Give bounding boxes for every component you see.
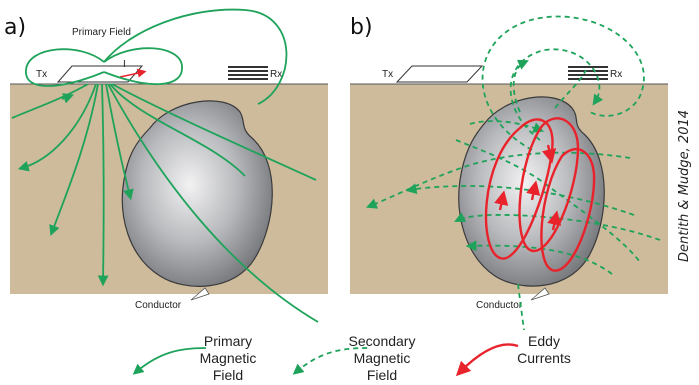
tx-label-a: Tx bbox=[36, 69, 47, 80]
legend-primary-line-3: Field bbox=[213, 367, 243, 383]
panel-b-label: b) bbox=[350, 15, 373, 40]
secondary-field-lines bbox=[365, 15, 661, 331]
legend-primary-swatch bbox=[132, 347, 207, 375]
legend-eddy: Eddy Currents bbox=[455, 333, 571, 377]
rx-label-a: Rx bbox=[270, 69, 282, 80]
primary-field-lines bbox=[11, 8, 319, 323]
legend-primary: Primary Magnetic Field bbox=[132, 333, 257, 383]
primary-field-label: Primary Field bbox=[72, 27, 131, 38]
legend-eddy-line-1: Eddy bbox=[528, 333, 560, 349]
legend-secondary-line-2: Magnetic bbox=[354, 350, 411, 366]
conductor-label-a: Conductor bbox=[135, 300, 182, 311]
legend-primary-line-1: Primary bbox=[204, 333, 252, 349]
legend-secondary-line-1: Secondary bbox=[349, 333, 416, 349]
conductor-body-a bbox=[121, 100, 273, 287]
conductor-label-b: Conductor bbox=[476, 300, 523, 311]
current-label-a: I bbox=[123, 59, 126, 70]
tx-loop-b bbox=[395, 65, 484, 83]
panel-a-label: a) bbox=[4, 15, 26, 40]
panel-a: a) Conductor Tx I Rx Primary Field bbox=[4, 8, 328, 323]
rx-label-b: Rx bbox=[610, 69, 622, 80]
tx-loop-a bbox=[56, 65, 144, 83]
legend-secondary-line-3: Field bbox=[367, 367, 397, 383]
rx-coil-b bbox=[568, 66, 608, 80]
rx-coil-a bbox=[228, 66, 268, 80]
credit-label: Dentith & Mudge, 2014 bbox=[677, 110, 692, 262]
legend-secondary-swatch bbox=[292, 347, 369, 375]
legend-primary-line-2: Magnetic bbox=[200, 350, 257, 366]
conductor-pointer-b bbox=[530, 287, 550, 301]
legend: Primary Magnetic Field Secondary Magneti… bbox=[132, 333, 571, 383]
panel-b: b) Conductor Tx Rx bbox=[350, 15, 668, 331]
current-arrow-a bbox=[119, 68, 147, 78]
legend-secondary: Secondary Magnetic Field bbox=[292, 333, 416, 383]
conductor-pointer-a bbox=[190, 287, 210, 301]
legend-eddy-line-2: Currents bbox=[517, 350, 571, 366]
tx-label-b: Tx bbox=[382, 69, 393, 80]
legend-eddy-swatch bbox=[455, 343, 519, 377]
eddy-current-loops bbox=[484, 117, 596, 272]
